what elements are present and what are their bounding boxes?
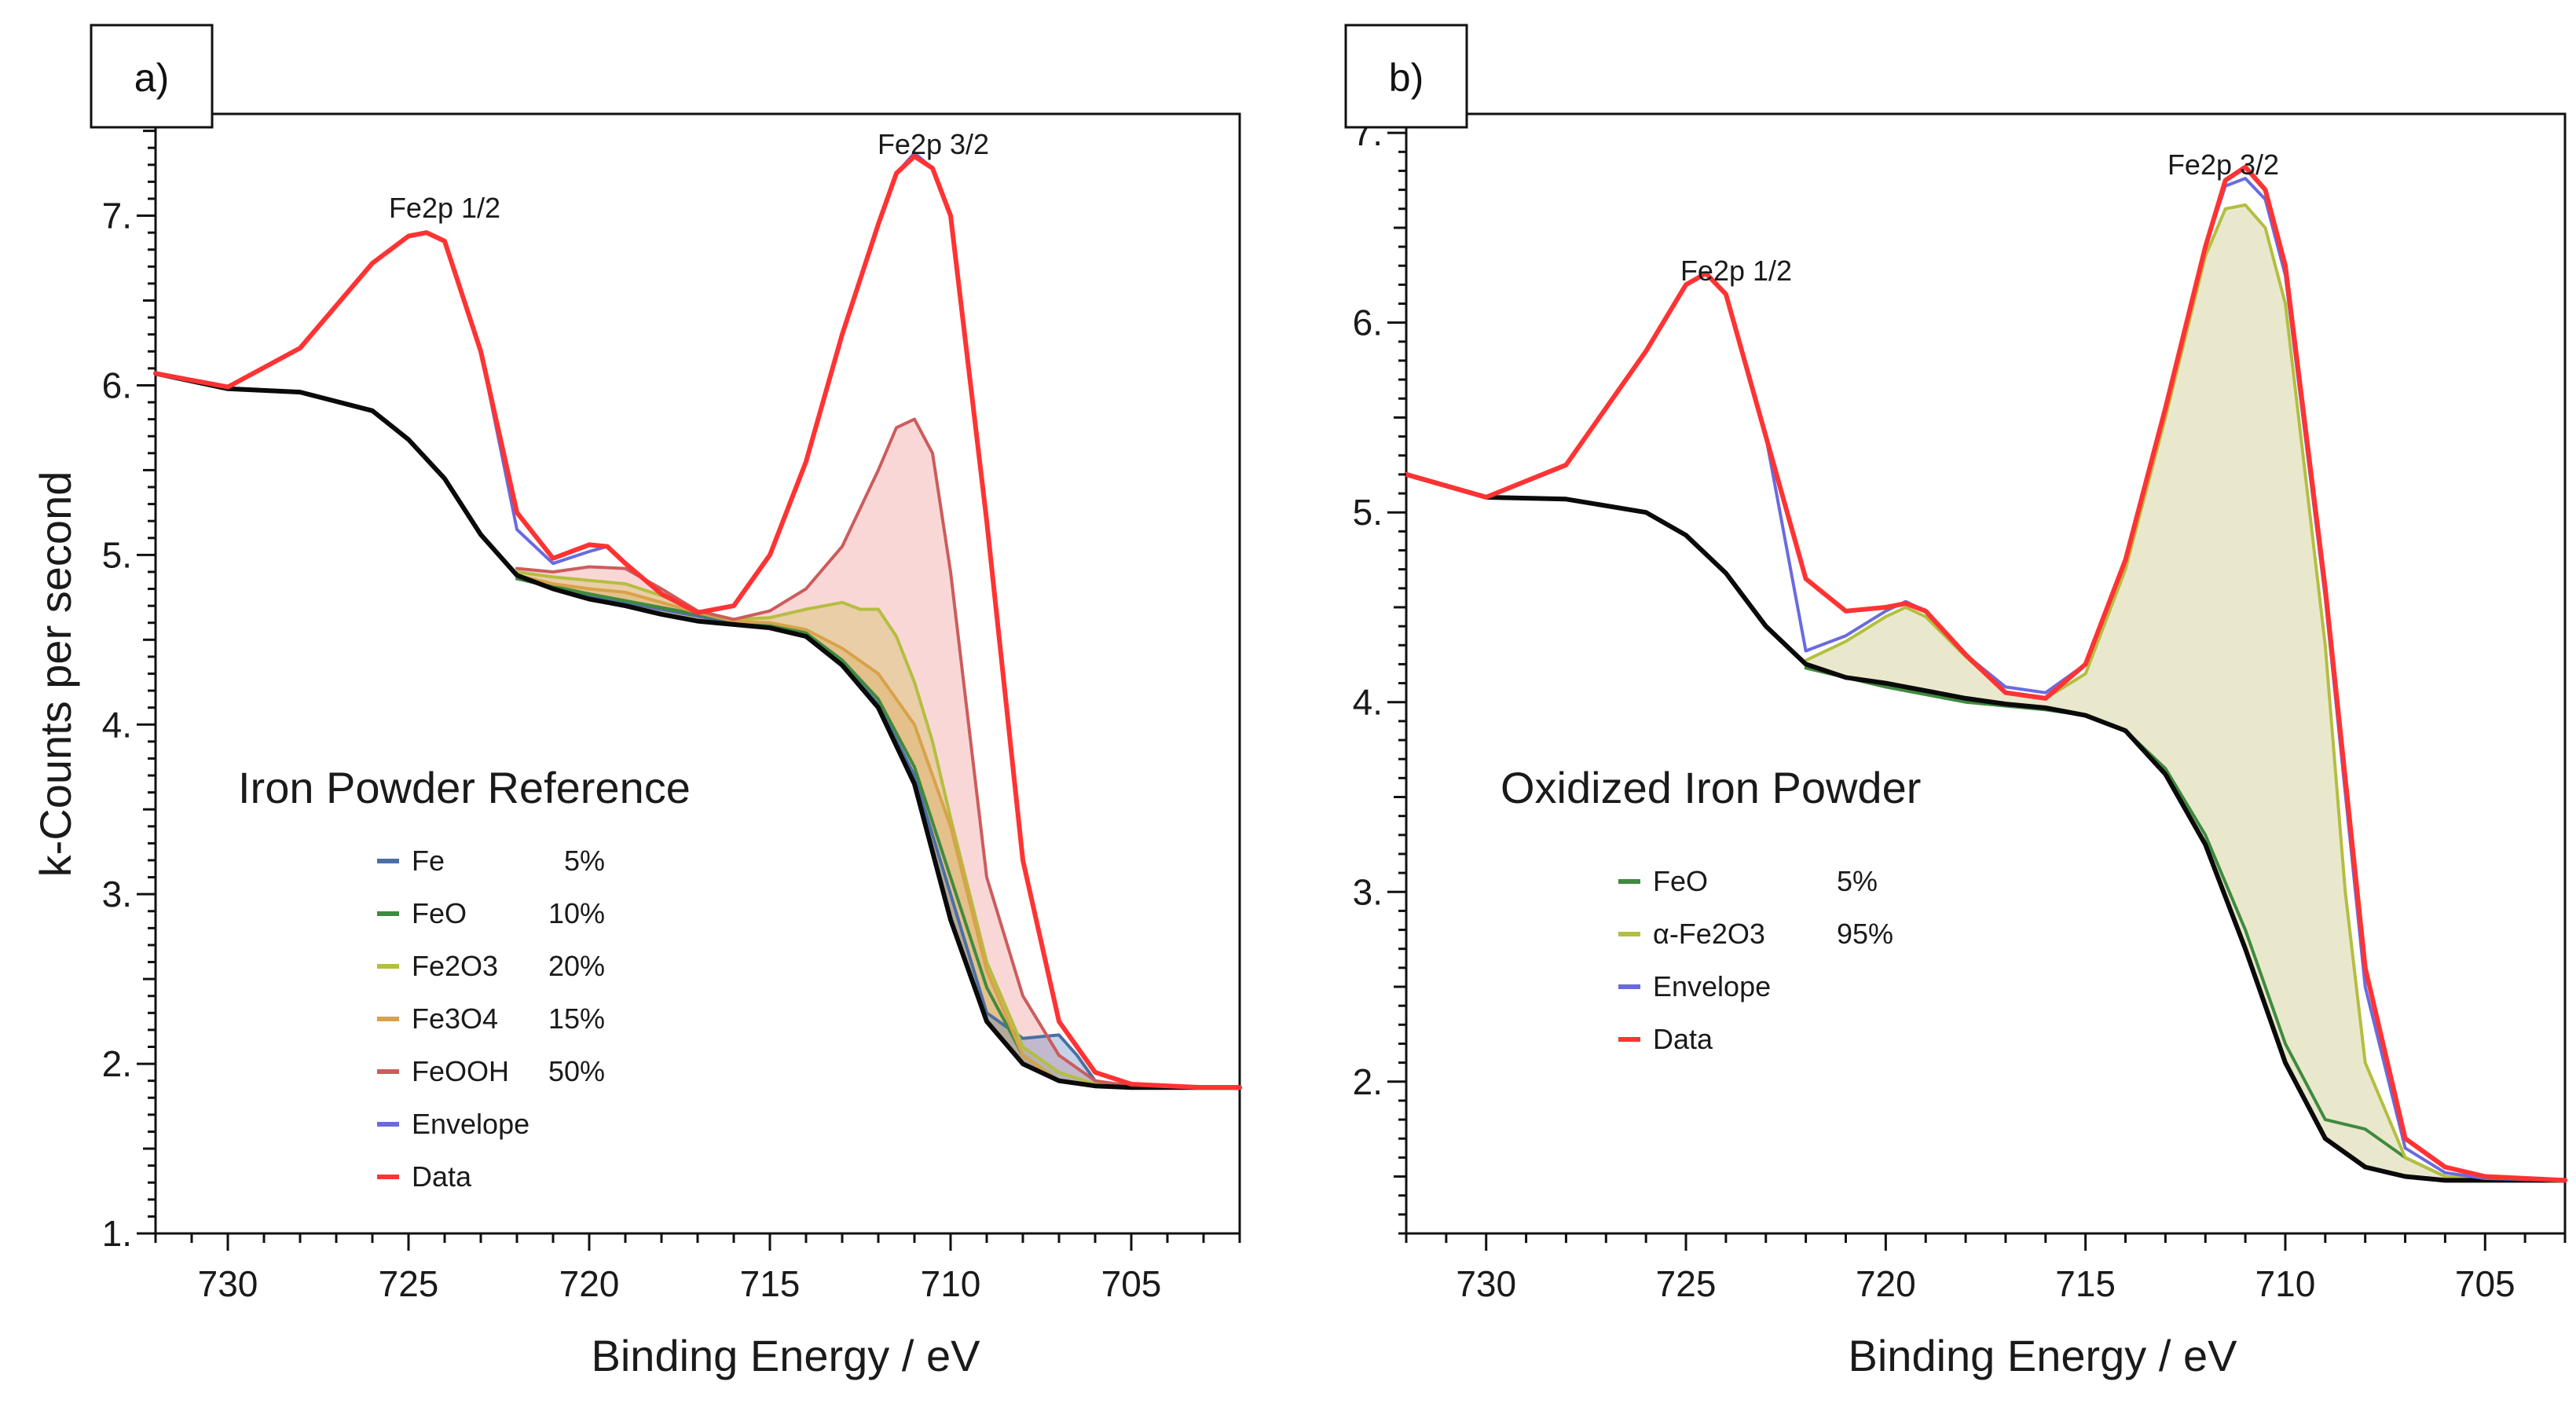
legend-label-feooh: FeOOH [412, 1055, 509, 1087]
legend-value-feooh: 50% [548, 1055, 605, 1087]
y-tick-label-2-a: 2. [102, 1043, 132, 1084]
series-group-b [1404, 164, 2567, 1183]
x-tick-label-730-b: 730 [1456, 1263, 1516, 1304]
fill-alpha-fe2o3-b [1805, 204, 2486, 1181]
panel-label-box-b [1344, 24, 1468, 129]
legend-label-envelope-a: Envelope [412, 1108, 529, 1140]
y-tick-label-2-b: 2. [1353, 1061, 1383, 1102]
legend-b: FeO 5% α-Fe2O3 95% Envelope Data [1618, 865, 1893, 1055]
y-tick-label-6-b: 6. [1353, 302, 1383, 343]
series-line-fe-a [515, 577, 1133, 1090]
x-tick-label-730-a: 730 [198, 1263, 258, 1304]
x-tick-label-710-b: 710 [2255, 1263, 2316, 1304]
legend-item-data-a: Data [377, 1160, 472, 1193]
y-tick-label-1-a: 1. [102, 1213, 132, 1254]
x-tick-label-720-a: 720 [559, 1263, 620, 1304]
legend-label-data-b: Data [1653, 1023, 1713, 1055]
y-tick-label-7-a: 7. [102, 196, 132, 236]
legend-value-alpha-fe2o3: 95% [1837, 918, 1893, 950]
series-line-data-a [153, 154, 1242, 1090]
series-line-feo-b [1804, 666, 2487, 1182]
series-group-a [153, 151, 1242, 1090]
legend-label-envelope-b: Envelope [1653, 970, 1771, 1002]
annotation-fe2p-1-2-a: Fe2p 1/2 [389, 192, 500, 224]
series-line-data-b [1404, 164, 2567, 1183]
legend-item-fe3o4: Fe3O4 15% [377, 1002, 605, 1035]
panel-label-a: a) [134, 56, 169, 100]
x-axis-title-a: Binding Energy / eV [592, 1331, 981, 1380]
panel-label-box-a [90, 24, 214, 129]
annotation-fe2p-3-2-a: Fe2p 3/2 [878, 128, 989, 160]
y-tick-label-3-a: 3. [102, 874, 132, 914]
legend-a: Fe 5% FeO 10% Fe2O3 20% Fe3O4 15% FeOOH [377, 845, 605, 1193]
legend-item-envelope-b: Envelope [1618, 970, 1771, 1002]
y-tick-label-5-b: 5. [1353, 492, 1383, 533]
x-tick-label-705-a: 705 [1101, 1263, 1162, 1304]
chart-title-a: Iron Powder Reference [238, 763, 691, 812]
x-tick-label-705-b: 705 [2455, 1263, 2516, 1304]
series-line-feo-a [515, 577, 1133, 1090]
y-tick-label-4-a: 4. [102, 704, 132, 745]
legend-label-alpha-fe2o3: α-Fe2O3 [1653, 918, 1765, 950]
y-tick-label-4-b: 4. [1353, 682, 1383, 723]
panel-label-b: b) [1389, 56, 1424, 100]
legend-item-feo: FeO 10% [377, 897, 605, 929]
legend-value-feo: 10% [548, 897, 605, 929]
legend-label-data-a: Data [412, 1160, 472, 1193]
y-axis-title-a: k-Counts per second [31, 471, 80, 878]
y-tick-label-5-a: 5. [102, 534, 132, 575]
series-line-background-b [1404, 471, 2567, 1183]
y-tick-label-3-b: 3. [1353, 871, 1383, 912]
legend-value-feo-b: 5% [1837, 865, 1878, 897]
series-line-fe2o3-a [515, 570, 1133, 1090]
legend-item-data-b: Data [1618, 1023, 1713, 1055]
series-line-fe3o4-a [515, 574, 1133, 1090]
ticks-group-a: 730 725 720 715 710 705 1. 2. 3. 4. 5. 6. 7. [102, 112, 1241, 1304]
legend-value-fe3o4: 15% [548, 1002, 605, 1035]
x-tick-label-715-a: 715 [740, 1263, 801, 1304]
series-line-feooh-a [515, 417, 1133, 1088]
x-tick-label-725-b: 725 [1656, 1263, 1717, 1304]
legend-value-fe2o3: 20% [548, 950, 605, 982]
series-line-background-a [153, 371, 1242, 1090]
legend-item-fe: Fe 5% [377, 845, 605, 877]
fill-feooh-a [517, 419, 1131, 1088]
legend-label-feo: FeO [412, 897, 467, 929]
annotation-fe2p-3-2-b: Fe2p 3/2 [2167, 148, 2279, 181]
legend-item-envelope-a: Envelope [377, 1108, 529, 1140]
legend-label-fe3o4: Fe3O4 [412, 1002, 498, 1035]
legend-item-feo-b: FeO 5% [1618, 865, 1878, 897]
annotation-fe2p-1-2-b: Fe2p 1/2 [1680, 255, 1792, 287]
x-tick-label-710-a: 710 [921, 1263, 981, 1304]
legend-item-feooh: FeOOH 50% [377, 1055, 605, 1087]
legend-label-fe: Fe [412, 845, 445, 877]
chart-title-b: Oxidized Iron Powder [1501, 763, 1921, 812]
x-tick-label-715-b: 715 [2055, 1263, 2116, 1304]
legend-item-fe2o3: Fe2O3 20% [377, 950, 605, 982]
x-axis-title-b: Binding Energy / eV [1849, 1331, 2238, 1380]
legend-label-feo-b: FeO [1653, 865, 1708, 897]
x-tick-label-725-a: 725 [379, 1263, 439, 1304]
legend-label-fe2o3: Fe2O3 [412, 950, 498, 982]
legend-item-alpha-fe2o3: α-Fe2O3 95% [1618, 918, 1893, 950]
chart-panel-a: 730 725 720 715 710 705 1. 2. 3. 4. 5. 6. 7. a) Fe2p… [31, 24, 1242, 1380]
legend-value-fe: 5% [564, 845, 605, 877]
plot-frame-b [1405, 112, 2567, 1235]
y-tick-label-6-a: 6. [102, 365, 132, 405]
x-tick-label-720-b: 720 [1856, 1263, 1916, 1304]
